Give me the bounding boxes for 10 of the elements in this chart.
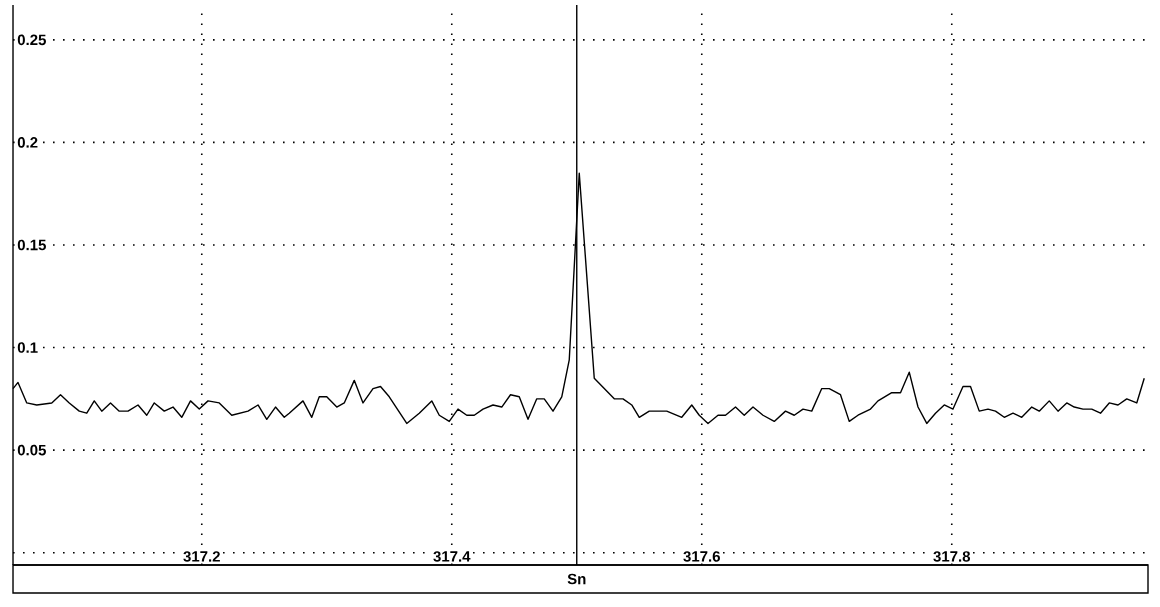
x-tick-label: 317.2 bbox=[183, 551, 220, 562]
x-tick-label: 317.6 bbox=[683, 551, 720, 562]
ref-line-label: Sn bbox=[567, 573, 586, 585]
x-tick-label: 317.8 bbox=[933, 551, 971, 562]
x-tick-label: 317.4 bbox=[433, 551, 471, 562]
y-tick-label: 0.1 bbox=[17, 342, 38, 353]
y-tick-label: 0.25 bbox=[17, 34, 46, 46]
y-tick-label: 0.15 bbox=[17, 239, 46, 251]
y-tick-label: 0.05 bbox=[17, 444, 46, 456]
y-tick-label: 0.2 bbox=[17, 137, 38, 148]
